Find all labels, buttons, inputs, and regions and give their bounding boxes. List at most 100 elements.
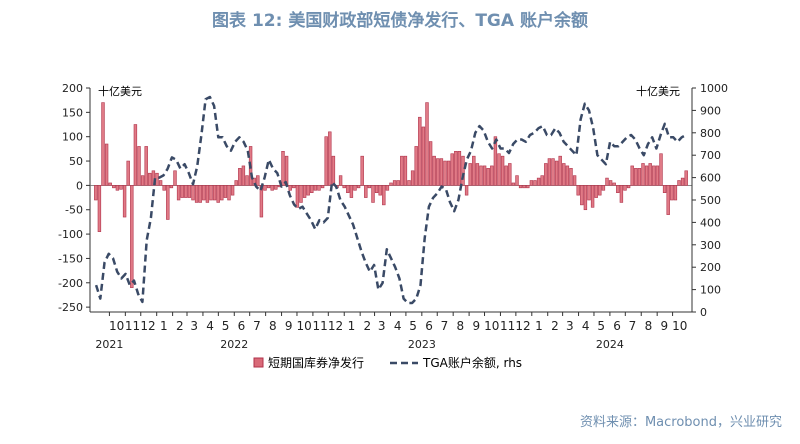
right-tick-label: 400 (700, 216, 721, 229)
bar (194, 185, 199, 203)
bar (382, 185, 386, 206)
bar (112, 185, 116, 189)
bar (558, 155, 562, 186)
bar (461, 155, 465, 186)
bar (454, 151, 458, 186)
bar (439, 158, 444, 186)
left-tick-label: -50 (65, 204, 83, 217)
x-tick-label: 7 (253, 319, 261, 333)
x-tick-label: 8 (645, 319, 653, 333)
bar (500, 155, 505, 186)
year-label: 2024 (596, 338, 624, 351)
bar (662, 185, 667, 193)
bar (353, 185, 357, 191)
bar (187, 185, 192, 198)
x-tick-label: 6 (613, 319, 621, 333)
bar (97, 185, 102, 232)
bar (414, 146, 418, 186)
left-tick-label: 50 (69, 155, 83, 168)
right-tick-label: 500 (700, 194, 721, 207)
bar (436, 158, 440, 186)
bar (464, 185, 469, 196)
left-tick-label: -250 (58, 301, 83, 314)
bar (616, 185, 620, 193)
bar (677, 180, 681, 186)
bar (144, 146, 148, 186)
bar (605, 177, 609, 186)
bar (522, 185, 526, 189)
bar (425, 102, 429, 186)
bar (184, 185, 188, 198)
bar (313, 185, 318, 191)
bar (191, 185, 195, 201)
x-tick-label: 5 (222, 319, 230, 333)
bar (306, 185, 310, 196)
right-tick-label: 1000 (700, 82, 728, 95)
bar (432, 155, 436, 186)
x-tick-label: 6 (238, 319, 246, 333)
bar (634, 168, 638, 186)
bar (576, 185, 580, 196)
bar (533, 180, 537, 186)
bar (94, 185, 98, 201)
bar (227, 185, 231, 201)
bar (637, 168, 642, 186)
bar (241, 165, 246, 186)
x-tick-label: 9 (472, 319, 480, 333)
left-tick-label: 200 (62, 82, 83, 95)
bar (263, 185, 267, 191)
bar (364, 185, 368, 198)
bar (468, 163, 472, 186)
bar (400, 155, 404, 186)
bar (212, 185, 217, 201)
line-series (94, 95, 687, 305)
bar (457, 151, 462, 186)
source-note: 资料来源：Macrobond，兴业研究 (579, 415, 782, 430)
bar (374, 185, 379, 193)
bar (551, 158, 555, 186)
bar (612, 182, 616, 186)
bar (443, 160, 447, 186)
bar (295, 185, 300, 208)
x-tick-label: 12 (140, 319, 155, 333)
bar (547, 158, 552, 186)
bar (140, 175, 145, 186)
right-tick-label: 700 (700, 149, 721, 162)
bar (288, 185, 292, 191)
x-tick-label: 2 (551, 319, 559, 333)
bar (518, 185, 523, 189)
bar (162, 185, 166, 191)
x-tick-label: 8 (269, 319, 277, 333)
chart-title: 图表 12: 美国财政部短债净发行、TGA 账户余额 (212, 11, 588, 31)
right-tick-label: 800 (700, 127, 721, 140)
right-tick-label: 600 (700, 172, 721, 185)
bar (346, 185, 350, 193)
x-tick-label: 6 (425, 319, 433, 333)
x-tick-label: 11 (312, 319, 327, 333)
x-tick-label: 9 (661, 319, 669, 333)
bar (342, 185, 346, 189)
bar (540, 175, 544, 186)
bar (403, 155, 408, 186)
bar (666, 185, 670, 215)
bar (630, 165, 634, 186)
x-tick-label: 2 (176, 319, 184, 333)
x-tick-label: 3 (566, 319, 574, 333)
x-tick-label: 7 (629, 319, 637, 333)
bar (482, 165, 487, 186)
right-unit-label: 十亿美元 (636, 84, 680, 98)
left-unit-label: 十亿美元 (98, 84, 142, 98)
bar (644, 165, 649, 186)
left-tick-label: 150 (62, 106, 83, 119)
bar (450, 153, 454, 186)
right-tick-label: 100 (700, 284, 721, 297)
bar (652, 165, 656, 186)
left-tick-label: -150 (58, 252, 83, 265)
bar (648, 163, 652, 186)
bar (205, 185, 210, 203)
x-tick-label: 1 (160, 319, 168, 333)
bar (101, 102, 105, 186)
bar (133, 124, 138, 186)
